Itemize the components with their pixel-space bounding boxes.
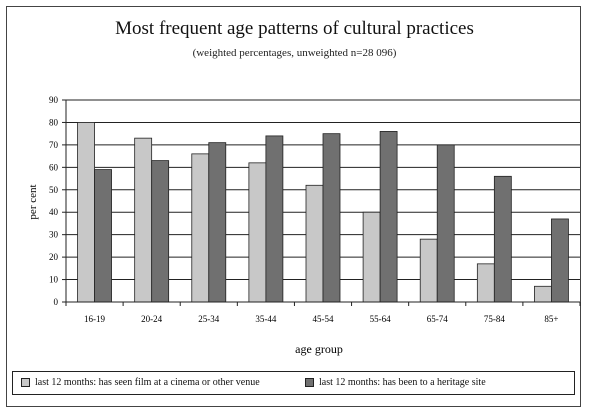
bar-cinema xyxy=(305,184,324,303)
bar-cinema xyxy=(362,211,381,303)
bar-heritage xyxy=(379,131,398,303)
y-tick-label: 0 xyxy=(54,297,59,307)
x-tick-label: 35-44 xyxy=(255,314,276,324)
bar-cinema xyxy=(77,122,95,303)
x-tick-label: 65-74 xyxy=(427,314,448,324)
y-tick-label: 80 xyxy=(49,117,59,127)
y-tick-label: 20 xyxy=(49,252,59,262)
legend-label-cinema: last 12 months: has seen film at a cinem… xyxy=(35,377,260,388)
bar-cinema xyxy=(419,238,438,303)
x-tick-label: 55-64 xyxy=(370,314,391,324)
bar-cinema xyxy=(134,137,153,303)
bar-heritage xyxy=(151,160,170,303)
x-tick-label: 20-24 xyxy=(141,314,162,324)
y-axis-label: per cent xyxy=(27,184,39,219)
legend-swatch-heritage xyxy=(305,378,314,387)
bar-heritage xyxy=(94,169,112,303)
bar-cinema xyxy=(476,263,495,303)
x-axis-label: age group xyxy=(295,342,343,356)
y-tick-label: 60 xyxy=(49,162,59,172)
y-tick-label: 40 xyxy=(49,207,59,217)
legend-label-heritage: last 12 months: has been to a heritage s… xyxy=(319,377,486,388)
bar-cinema xyxy=(248,162,267,303)
bars xyxy=(77,122,569,303)
y-tick-label: 10 xyxy=(49,275,59,285)
legend-item-cinema: last 12 months: has seen film at a cinem… xyxy=(21,377,260,388)
bar-cinema xyxy=(191,153,210,303)
x-tick-label: 25-34 xyxy=(198,314,219,324)
y-tick-label: 50 xyxy=(49,185,59,195)
x-tick-label: 45-54 xyxy=(313,314,334,324)
bar-heritage xyxy=(265,135,284,303)
chart-title: Most frequent age patterns of cultural p… xyxy=(115,18,474,39)
bar-heritage xyxy=(208,142,227,303)
chart-subtitle: (weighted percentages, unweighted n=28 0… xyxy=(192,47,397,59)
bar-heritage xyxy=(322,133,341,303)
legend-swatch-cinema xyxy=(21,378,30,387)
bar-heritage xyxy=(493,175,512,303)
bar-heritage xyxy=(551,218,569,303)
x-tick-label: 75-84 xyxy=(484,314,505,324)
x-tick-label: 16-19 xyxy=(84,314,105,324)
axes: 0 10 20 30 40 50 60 70 80 90 16-19 20-24 25-34 35-44 4… xyxy=(49,95,581,324)
y-tick-label: 90 xyxy=(49,95,59,105)
y-tick-label: 70 xyxy=(49,140,59,150)
y-tick-label: 30 xyxy=(49,230,59,240)
bar-cinema xyxy=(534,285,552,303)
bar-heritage xyxy=(436,144,455,303)
x-tick-label: 85+ xyxy=(544,314,558,324)
legend: last 12 months: has seen film at a cinem… xyxy=(12,371,575,395)
legend-item-heritage: last 12 months: has been to a heritage s… xyxy=(305,377,486,388)
